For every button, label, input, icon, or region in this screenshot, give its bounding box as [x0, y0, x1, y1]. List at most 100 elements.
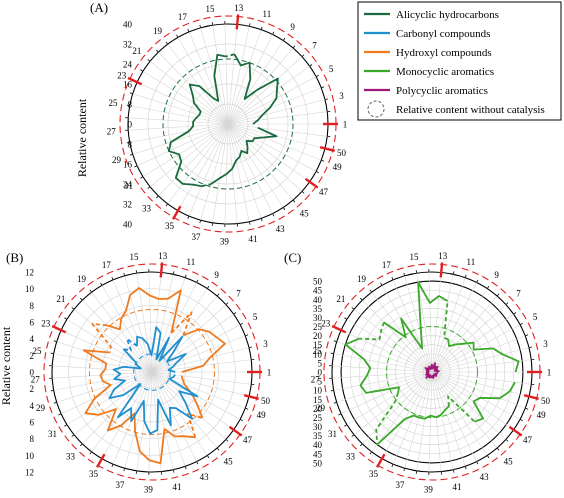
angular-tick — [239, 322, 243, 326]
radial-tick-label: 20 — [313, 331, 323, 341]
grid-spoke — [128, 117, 229, 125]
angular-tick — [315, 74, 319, 78]
grid-spoke — [341, 371, 433, 415]
angular-label: 13 — [234, 3, 244, 13]
angular-label: 27 — [107, 127, 117, 137]
legend-label: Monocyclic aromatics — [396, 66, 494, 78]
angular-label: 39 — [144, 484, 154, 494]
radial-tick-label: 4 — [30, 401, 35, 411]
angular-tick — [176, 34, 179, 38]
angular-tick — [71, 434, 75, 437]
radial-tick-label: 45 — [313, 449, 323, 459]
series-line — [106, 287, 182, 334]
legend: Alicyclic hydrocarbons Carbonyl compounds… — [357, 1, 562, 121]
angular-tick — [50, 389, 54, 392]
angular-label: 33 — [142, 203, 152, 213]
series-line — [180, 375, 204, 419]
series-line — [383, 281, 449, 350]
angular-tick — [245, 334, 249, 337]
grid-spoke — [112, 279, 153, 373]
angular-tick — [140, 176, 144, 179]
angular-tick — [486, 285, 490, 289]
angular-label: 50 — [261, 396, 271, 406]
grid-spoke — [132, 123, 229, 155]
grid-spoke — [227, 123, 303, 192]
grid-spoke — [200, 123, 229, 221]
series-line — [210, 126, 278, 185]
radial-tick-label: 50 — [313, 458, 323, 468]
grid-spoke — [431, 371, 498, 449]
angular-tick — [301, 191, 305, 194]
grid-spoke — [212, 123, 229, 223]
angular-label: 25 — [108, 98, 118, 108]
angular-label: 9 — [494, 270, 499, 280]
angular-tick — [187, 28, 190, 33]
red-position-marker — [51, 324, 67, 334]
angular-label: 31 — [328, 429, 337, 439]
angular-label: 21 — [132, 46, 141, 56]
angular-label: 7 — [236, 289, 241, 299]
angular-label: 7 — [312, 41, 317, 51]
grid-spoke — [227, 123, 262, 219]
grid-spoke — [431, 335, 526, 373]
grid-spoke — [227, 47, 294, 125]
angular-label: 13 — [158, 251, 168, 261]
angular-tick — [403, 272, 406, 276]
grid-spoke — [124, 275, 153, 373]
grid-spoke — [431, 371, 521, 420]
series-line — [443, 300, 449, 341]
angular-tick — [380, 282, 383, 286]
angular-label: 41 — [173, 482, 182, 492]
angular-tick — [282, 207, 286, 211]
grid-spoke — [431, 371, 530, 397]
radial-tick-label: 12 — [25, 468, 34, 478]
series-line — [375, 392, 399, 445]
radial-tick-label: 32 — [123, 40, 132, 50]
angular-tick — [199, 220, 202, 224]
red-position-marker — [127, 76, 143, 86]
grid-spoke — [151, 371, 174, 470]
radial-tick-label: 16 — [123, 160, 133, 170]
series-line — [181, 328, 226, 373]
angular-tick — [249, 221, 251, 225]
angular-label: 23 — [117, 71, 127, 81]
angular-label: 11 — [263, 9, 272, 19]
angular-tick — [505, 439, 509, 442]
radial-tick-label: 5 — [318, 358, 323, 368]
angular-label: 17 — [178, 12, 188, 22]
grid-spoke — [56, 371, 153, 403]
radial-tick-label: 15 — [313, 395, 323, 405]
angular-tick — [272, 213, 275, 217]
series-line — [201, 183, 212, 188]
radial-tick-label: 8 — [30, 434, 35, 444]
grid-spoke — [151, 347, 250, 373]
grid-spoke — [353, 371, 433, 435]
grid-spoke — [416, 371, 433, 471]
angular-label: 1 — [267, 368, 272, 378]
grid-spoke — [53, 353, 153, 373]
red-position-marker — [228, 425, 243, 437]
red-position-marker — [375, 453, 386, 468]
grid-spoke — [142, 71, 229, 125]
angular-label: 37 — [115, 480, 125, 490]
grid-spoke — [177, 37, 229, 125]
angular-label: 5 — [533, 312, 538, 322]
grid-spoke — [346, 319, 433, 373]
angular-label: 31 — [124, 181, 133, 191]
reference-circle — [386, 326, 478, 418]
angular-label: 43 — [480, 472, 490, 482]
legend-label: Polycyclic aromatics — [396, 85, 488, 97]
angular-tick — [333, 401, 337, 404]
grid-spoke — [227, 99, 326, 125]
angular-tick — [453, 271, 455, 275]
angular-tick — [206, 285, 210, 289]
grid-spoke — [227, 29, 262, 125]
angular-tick — [282, 37, 286, 41]
angular-label: 35 — [89, 469, 99, 479]
angular-label: 37 — [395, 480, 405, 490]
angular-label: 15 — [206, 4, 216, 14]
angular-tick — [369, 289, 373, 293]
grid-spoke — [158, 51, 229, 125]
